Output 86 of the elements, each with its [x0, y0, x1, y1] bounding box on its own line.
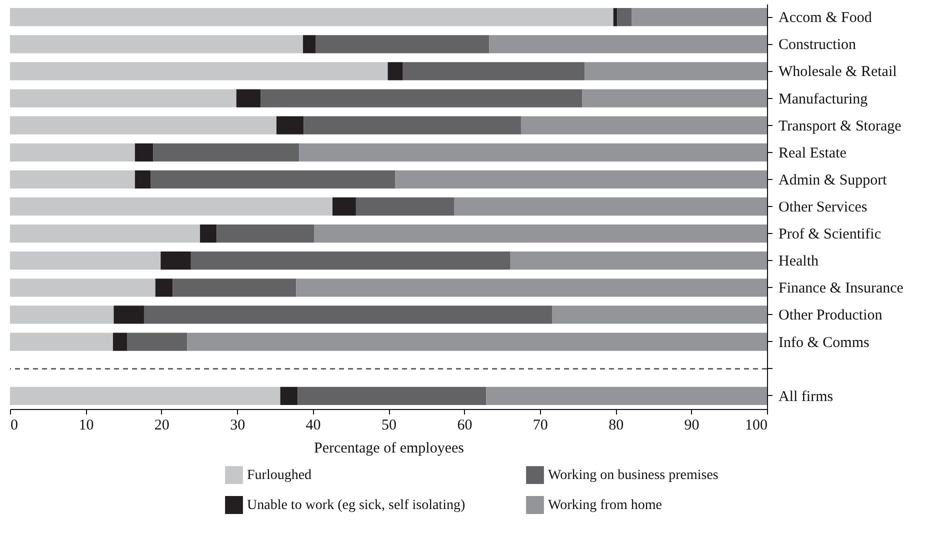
bar: [395, 170, 767, 189]
y-tick-label: Manufacturing: [778, 91, 868, 108]
bar: [302, 35, 316, 54]
bar: [10, 306, 114, 324]
bar: [486, 386, 767, 405]
x-tick-label: 100: [745, 418, 768, 434]
x-tick-label: 20: [154, 418, 170, 434]
bar: [316, 35, 490, 54]
bar: [356, 197, 454, 216]
bar: [10, 252, 161, 270]
y-tick-label: Admin & Support: [778, 172, 888, 188]
bar: [236, 89, 261, 108]
bar: [510, 252, 767, 270]
bar: [520, 116, 767, 134]
bar: [127, 332, 188, 351]
bar: [552, 306, 767, 324]
y-tick-label: All firms: [778, 388, 834, 405]
x-tick-label: 40: [306, 418, 321, 434]
bar: [200, 224, 217, 243]
bar: [160, 252, 191, 270]
x-tick-label: 60: [457, 418, 472, 434]
bar: [144, 306, 552, 324]
bar: [582, 89, 767, 108]
bar: [402, 62, 585, 80]
y-tick-label: Health: [778, 254, 819, 270]
bar: [299, 143, 767, 162]
bar: [10, 116, 276, 134]
bar: [613, 8, 618, 26]
bar: [187, 332, 767, 351]
bar: [489, 35, 767, 54]
bar: [150, 170, 396, 189]
bar: [298, 386, 486, 405]
bar: [10, 224, 200, 243]
bar: [454, 197, 767, 216]
bar: [10, 35, 303, 54]
bar: [276, 116, 304, 134]
y-tick-label: Prof & Scientific: [778, 226, 882, 243]
bar: [114, 306, 144, 324]
x-tick-label: 10: [78, 418, 94, 434]
x-tick-label: 50: [382, 418, 396, 434]
y-tick-label: Construction: [778, 37, 856, 54]
y-tick-label: Transport & Storage: [778, 118, 902, 134]
bar: [153, 143, 300, 162]
bar: [10, 386, 280, 405]
bar: [10, 62, 388, 80]
bar: [155, 278, 173, 297]
y-tick-label: Finance & Insurance: [778, 280, 904, 297]
bar: [10, 8, 614, 26]
bar: [260, 89, 582, 108]
bar: [216, 224, 314, 243]
x-tick-label: 80: [608, 418, 624, 434]
bar: [10, 89, 236, 108]
bar: [172, 278, 296, 297]
bar: [10, 278, 156, 297]
y-tick-label: Wholesale & Retail: [778, 64, 897, 80]
y-tick-label: Accom & Food: [778, 10, 872, 26]
legend-label: Working from home: [548, 498, 662, 513]
x-tick-label: 30: [230, 418, 246, 434]
bar: [10, 170, 135, 189]
bar: [631, 8, 767, 26]
y-tick-label: Other Services: [778, 200, 868, 216]
x-axis-title: Percentage of employees: [314, 440, 464, 456]
x-tick-label: 0: [10, 418, 18, 434]
bar: [10, 143, 135, 162]
bar: [134, 143, 154, 162]
legend-label: Working on business premises: [548, 468, 718, 484]
bar: [617, 8, 632, 26]
x-tick-label: 70: [532, 418, 548, 434]
bar: [112, 332, 128, 351]
bar: [388, 62, 403, 80]
bar: [190, 252, 510, 270]
y-tick-label: Info & Comms: [778, 334, 870, 351]
y-tick-label: Real Estate: [778, 145, 847, 162]
y-tick-label: Other Production: [778, 308, 883, 324]
bar: [314, 224, 767, 243]
bar: [304, 116, 521, 134]
bar: [134, 170, 151, 189]
legend-label: Furloughed: [247, 468, 312, 484]
bar: [296, 278, 767, 297]
bar: [280, 386, 298, 405]
x-tick-label: 90: [684, 418, 700, 434]
bar: [584, 62, 767, 80]
bar: [332, 197, 356, 216]
bar: [10, 197, 332, 216]
bar: [10, 332, 113, 351]
legend-label: Unable to work (eg sick, self isolating): [247, 498, 466, 513]
